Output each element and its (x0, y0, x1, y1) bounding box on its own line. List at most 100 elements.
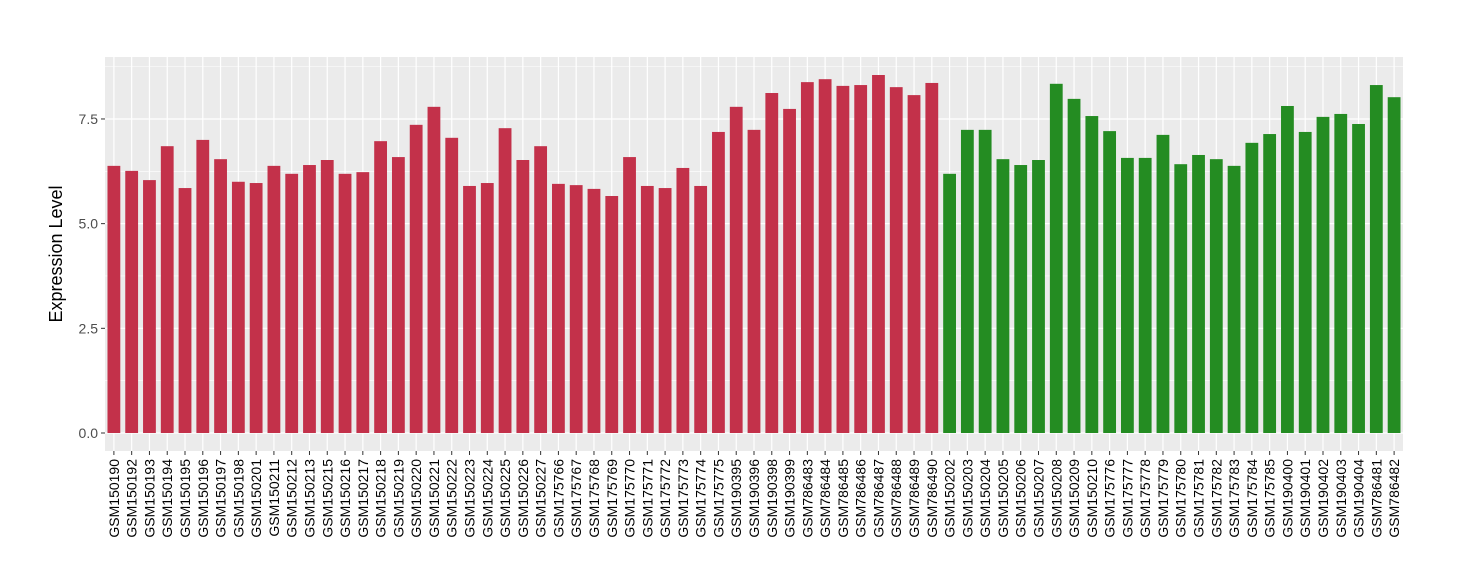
bar (640, 185, 654, 433)
bar (125, 170, 139, 433)
bar (107, 165, 121, 433)
x-tick-label: GSM786490 (924, 459, 940, 538)
bar (534, 146, 548, 433)
bar (214, 159, 227, 433)
x-tick-label: GSM175775 (710, 459, 726, 538)
x-tick-label: GSM150226 (515, 459, 531, 538)
bar (1032, 160, 1045, 433)
bar (605, 196, 619, 433)
bar (338, 173, 352, 433)
x-tick-label: GSM150202 (942, 459, 958, 538)
x-tick-label: GSM150204 (977, 459, 993, 538)
bar (1209, 159, 1223, 433)
bar (445, 137, 459, 433)
x-tick-label: GSM150198 (230, 459, 246, 538)
x-tick-label: GSM150223 (462, 459, 478, 538)
bar (694, 185, 708, 433)
bar (943, 173, 956, 433)
x-tick-label: GSM150193 (141, 459, 157, 538)
y-axis: 0.0 2.5 5.0 7.5 (79, 111, 105, 441)
bar (1281, 105, 1294, 433)
x-tick-label: GSM190404 (1351, 459, 1367, 538)
bar (1067, 98, 1081, 433)
bar (783, 108, 796, 433)
bar (427, 106, 441, 433)
x-axis: GSM150190 GSM150192 GSM150193 GSM150194 GSM1… (106, 451, 1402, 538)
bar (1316, 116, 1330, 433)
x-tick-label: GSM150212 (284, 459, 300, 538)
y-tick-label: 5.0 (79, 216, 99, 232)
bar (818, 79, 832, 433)
x-tick-label: GSM175784 (1244, 459, 1260, 538)
x-tick-label: GSM150217 (355, 459, 371, 538)
bar (800, 82, 814, 433)
x-tick-label: GSM175773 (675, 459, 691, 538)
x-tick-label: GSM175774 (693, 459, 709, 538)
y-axis-label: Expression Level (46, 185, 66, 322)
x-tick-label: GSM786482 (1386, 459, 1402, 538)
bar (1174, 164, 1188, 433)
bar (267, 165, 281, 433)
x-tick-label: GSM150208 (1048, 459, 1064, 538)
bar (1049, 83, 1063, 433)
bar (729, 106, 743, 433)
x-tick-label: GSM150209 (1066, 459, 1082, 538)
x-tick-label: GSM175785 (1262, 459, 1278, 538)
bars (107, 75, 1401, 433)
x-tick-label: GSM175768 (586, 459, 602, 538)
bar (872, 75, 885, 433)
bar (978, 129, 992, 433)
bar (623, 157, 636, 433)
x-tick-label: GSM150205 (995, 459, 1011, 538)
x-tick-label: GSM150194 (159, 459, 175, 538)
x-tick-label: GSM150219 (390, 459, 406, 538)
bar (587, 188, 601, 433)
bar (925, 82, 939, 433)
x-tick-label: GSM190402 (1315, 459, 1331, 538)
bar (249, 183, 263, 433)
bar (480, 183, 494, 433)
bar (356, 172, 370, 433)
x-tick-label: GSM150218 (373, 459, 389, 538)
x-tick-label: GSM175777 (1119, 459, 1135, 538)
x-tick-label: GSM175780 (1173, 459, 1189, 538)
bar (160, 146, 174, 433)
x-tick-label: GSM150206 (1013, 459, 1029, 538)
x-tick-label: GSM190399 (782, 459, 798, 538)
bar (747, 129, 761, 433)
x-tick-label: GSM150216 (337, 459, 353, 538)
bar (658, 188, 672, 433)
x-tick-label: GSM150222 (444, 459, 460, 538)
x-tick-label: GSM150197 (213, 459, 229, 538)
bar (463, 185, 476, 433)
x-tick-label: GSM786485 (835, 459, 851, 538)
x-tick-label: GSM175782 (1208, 459, 1224, 538)
x-tick-label: GSM175776 (1102, 459, 1118, 538)
x-tick-label: GSM786484 (817, 459, 833, 538)
bar (1227, 165, 1241, 433)
x-tick-label: GSM786487 (870, 459, 886, 538)
bar (676, 167, 690, 433)
x-tick-label: GSM786481 (1368, 459, 1384, 538)
bar (1192, 154, 1205, 433)
x-tick-label: GSM150195 (177, 459, 193, 538)
bar (1334, 113, 1348, 433)
bar (285, 173, 299, 433)
bar (1156, 134, 1170, 433)
bar (178, 188, 192, 433)
x-tick-label: GSM150227 (533, 459, 549, 538)
x-tick-label: GSM190403 (1333, 459, 1349, 538)
bar (374, 141, 388, 433)
x-tick-label: GSM190395 (728, 459, 744, 538)
x-tick-label: GSM175767 (568, 459, 584, 538)
x-tick-label: GSM150210 (1084, 459, 1100, 538)
x-tick-label: GSM786486 (853, 459, 869, 538)
x-tick-label: GSM150201 (248, 459, 264, 538)
bar (1138, 157, 1152, 433)
x-tick-label: GSM175770 (622, 459, 638, 538)
x-tick-label: GSM786483 (799, 459, 815, 538)
x-tick-label: GSM175778 (1137, 459, 1153, 538)
x-tick-label: GSM175779 (1155, 459, 1171, 538)
bar (143, 180, 156, 433)
